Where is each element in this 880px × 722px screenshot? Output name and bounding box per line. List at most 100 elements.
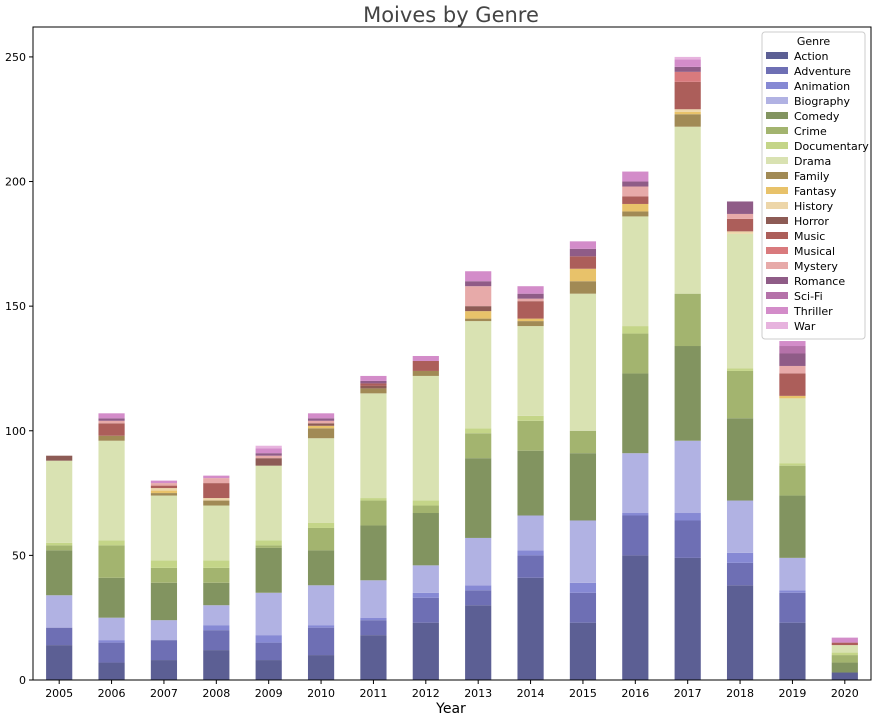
legend-entry-documentary: Documentary: [794, 140, 869, 153]
y-tick-label: 150: [5, 300, 26, 313]
bar-segment-romance-2018: [726, 201, 754, 214]
y-tick-label: 100: [5, 425, 26, 438]
bar-segment-romance-2009: [255, 453, 282, 456]
bar-segment-biography-2009: [255, 592, 282, 636]
legend-entry-biography: Biography: [794, 95, 851, 108]
bar-segment-biography-2018: [726, 500, 754, 553]
bar-segment-biography-2011: [360, 580, 387, 618]
legend-swatch-comedy: [766, 112, 788, 119]
bar-segment-comedy-2006: [98, 577, 125, 618]
bar-segment-action-2017: [674, 557, 701, 680]
bar-segment-documentary-2020: [831, 652, 858, 656]
bar-segment-animation-2009: [255, 635, 282, 643]
bar-segment-thriller-2015: [569, 241, 597, 249]
legend-entry-adventure: Adventure: [794, 65, 851, 78]
legend-swatch-crime: [766, 127, 788, 134]
bar-segment-adventure-2019: [779, 592, 806, 623]
bar-segment-documentary-2006: [98, 540, 125, 546]
bar-segment-family-2015: [569, 281, 597, 294]
bar-segment-drama-2018: [726, 233, 754, 369]
bar-segment-crime-2016: [622, 333, 649, 374]
bar-segment-drama-2020: [831, 645, 858, 653]
bar-segment-mystery-2016: [622, 186, 649, 197]
legend-swatch-action: [766, 52, 788, 59]
bar-segment-comedy-2015: [569, 453, 597, 521]
x-tick-label: 2009: [255, 687, 283, 700]
legend-swatch-fantasy: [766, 187, 788, 194]
bar-segment-comedy-2016: [622, 373, 649, 454]
bar-segment-biography-2015: [569, 520, 597, 583]
bar-segment-animation-2006: [98, 640, 125, 643]
bar-segment-comedy-2014: [517, 450, 544, 516]
legend-swatch-music: [766, 232, 788, 239]
bar-segment-documentary-2016: [622, 326, 649, 334]
bar-segment-romance-2016: [622, 181, 649, 187]
bar-segment-music-2007: [150, 485, 178, 489]
x-tick-label: 2019: [778, 687, 806, 700]
bar-segment-family-2008: [203, 500, 230, 506]
bar-segment-music-2006: [98, 423, 125, 436]
bar-segment-horror-2011: [360, 385, 387, 389]
legend-swatch-documentary: [766, 142, 788, 149]
x-tick-label: 2008: [202, 687, 230, 700]
y-tick-label: 250: [5, 51, 26, 64]
chart-title: Moives by Genre: [363, 3, 539, 27]
bar-segment-music-2015: [569, 256, 597, 269]
bars-layer: [46, 56, 858, 680]
bar-segment-romance-2019: [779, 353, 806, 366]
bar-segment-drama-2013: [465, 321, 492, 429]
bar-segment-romance-2010: [307, 418, 335, 421]
bar-segment-animation-2015: [569, 582, 597, 593]
bar-segment-crime-2005: [46, 545, 73, 551]
legend-swatch-romance: [766, 277, 788, 284]
bar-segment-documentary-2011: [360, 498, 387, 501]
legend-entry-crime: Crime: [794, 125, 827, 138]
x-tick-label: 2020: [831, 687, 859, 700]
legend-swatch-adventure: [766, 67, 788, 74]
bar-segment-horror-2009: [255, 458, 282, 466]
bar-segment-crime-2019: [779, 465, 806, 496]
bar-segment-romance-2013: [465, 281, 492, 287]
bar-segment-documentary-2018: [726, 368, 754, 371]
bar-segment-romance-2014: [517, 293, 544, 299]
legend-entry-sci-fi: Sci-Fi: [794, 290, 823, 303]
bar-segment-music-2008: [203, 483, 230, 499]
bar-segment-animation-2008: [203, 625, 230, 631]
bar-segment-documentary-2014: [517, 415, 544, 421]
bar-segment-crime-2010: [307, 527, 335, 551]
bar-segment-drama-2010: [307, 438, 335, 523]
bar-segment-drama-2011: [360, 393, 387, 499]
bar-segment-romance-2011: [360, 380, 387, 384]
bar-segment-adventure-2012: [412, 597, 439, 623]
x-tick-label: 2010: [307, 687, 335, 700]
bar-segment-war-2009: [255, 445, 282, 449]
bar-segment-history-2018: [726, 231, 754, 234]
bar-segment-mystery-2006: [98, 420, 125, 424]
legend-swatch-history: [766, 202, 788, 209]
bar-segment-history-2017: [674, 109, 701, 112]
bar-segment-thriller-2009: [255, 448, 282, 454]
legend-entry-war: War: [794, 320, 816, 333]
legend-swatch-thriller: [766, 307, 788, 314]
bar-segment-comedy-2010: [307, 550, 335, 586]
bar-segment-romance-2017: [674, 66, 701, 72]
bar-segment-animation-2016: [622, 513, 649, 516]
bar-segment-adventure-2014: [517, 555, 544, 578]
bar-segment-mystery-2007: [150, 483, 178, 486]
bar-segment-biography-2014: [517, 515, 544, 551]
bar-segment-drama-2006: [98, 440, 125, 541]
bar-segment-musical-2017: [674, 71, 701, 82]
legend-swatch-family: [766, 172, 788, 179]
legend-entry-musical: Musical: [794, 245, 835, 258]
bar-segment-family-2016: [622, 211, 649, 217]
bar-segment-thriller-2017: [674, 59, 701, 67]
bar-segment-mystery-2013: [465, 286, 492, 307]
bar-segment-action-2014: [517, 577, 544, 680]
bar-segment-action-2019: [779, 622, 806, 680]
bar-segment-history-2008: [203, 498, 230, 501]
bar-segment-biography-2013: [465, 537, 492, 586]
bar-segment-drama-2008: [203, 505, 230, 561]
legend-entry-fantasy: Fantasy: [794, 185, 837, 198]
legend-entry-thriller: Thriller: [793, 305, 833, 318]
bar-segment-action-2011: [360, 635, 387, 680]
